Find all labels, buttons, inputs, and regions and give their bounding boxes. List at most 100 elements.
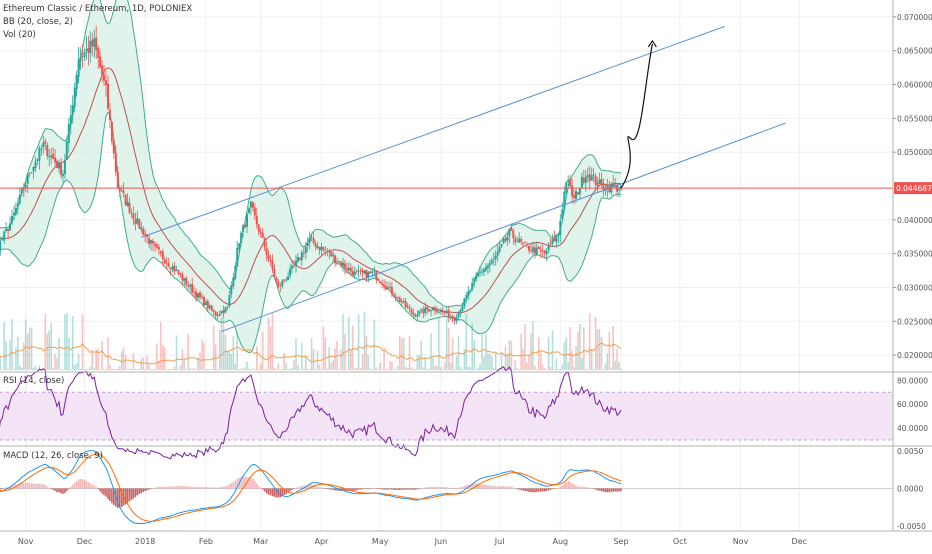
volume-bar	[418, 355, 421, 370]
macd-indicator-label[interactable]: MACD (12, 26, close, 9)	[3, 451, 103, 461]
projection-curve[interactable]	[620, 43, 653, 189]
candle-body	[469, 289, 472, 292]
macd-histogram-bar	[489, 485, 491, 489]
upper-channel-trendline[interactable]	[141, 25, 725, 238]
volume-bar	[118, 366, 121, 370]
candle-body	[328, 251, 331, 253]
volume-bar	[375, 367, 377, 370]
macd-histogram-bar	[101, 488, 103, 494]
volume-bar	[295, 338, 297, 370]
volume-bar	[483, 356, 485, 370]
current-price-badge[interactable]	[894, 182, 932, 195]
candle-body	[612, 183, 615, 187]
volume-bar	[267, 317, 270, 370]
volume-bar	[130, 369, 133, 370]
volume-bar	[491, 356, 493, 370]
candle-body	[359, 270, 362, 271]
candle-body	[204, 301, 207, 305]
candle-body	[453, 317, 456, 321]
volume-bar	[608, 331, 611, 370]
rsi-indicator-label[interactable]: RSI (14, close)	[3, 376, 64, 386]
volume-bar	[590, 348, 593, 370]
bb-fill	[0, 0, 621, 353]
macd-histogram-bar	[64, 488, 66, 493]
macd-histogram-bar	[436, 486, 438, 489]
volume-bar	[530, 333, 532, 370]
macd-histogram-bar	[598, 488, 601, 491]
candle-body	[175, 269, 178, 271]
candle-body	[199, 292, 201, 298]
macd-histogram-bar	[373, 488, 376, 489]
macd-histogram-bar	[232, 481, 235, 489]
volume-bar	[318, 364, 321, 370]
volume-bar	[163, 347, 166, 370]
symbol-title[interactable]: Ethereum Classic / Ethereum, 1D, POLONIE…	[3, 4, 192, 14]
macd-histogram-bar	[555, 488, 558, 489]
candle-body	[436, 310, 438, 313]
macd-histogram-bar	[261, 488, 264, 490]
lower-channel-trendline[interactable]	[221, 122, 786, 332]
bb-indicator-label[interactable]: BB (20, close, 2)	[3, 17, 73, 27]
macd-histogram-bar	[502, 486, 505, 489]
candle-body	[279, 285, 282, 287]
candle-body	[293, 265, 295, 267]
macd-histogram-bar	[183, 486, 186, 489]
candle-body	[46, 145, 49, 156]
macd-histogram-bar	[397, 488, 399, 490]
macd-histogram-bar	[381, 488, 383, 490]
candle-body	[522, 242, 525, 244]
candle-body	[40, 148, 43, 150]
volume-bar	[479, 363, 481, 370]
macd-histogram-bar	[171, 486, 174, 489]
candle-body	[255, 215, 258, 225]
macd-histogram-bar	[303, 485, 305, 489]
candle-body	[128, 202, 131, 213]
macd-histogram-bar	[344, 488, 346, 491]
candle-body	[422, 309, 425, 314]
volume-bar	[594, 316, 597, 370]
rsi-pane[interactable]	[0, 365, 893, 460]
candle-body	[559, 220, 562, 236]
price-pane[interactable]	[0, 0, 893, 370]
volume-bar	[244, 367, 246, 370]
macd-histogram-bar	[353, 488, 356, 491]
macd-line	[0, 449, 622, 525]
candle-body	[451, 316, 454, 318]
volume-indicator-label[interactable]: Vol (20)	[3, 30, 36, 40]
volume-bar	[416, 355, 419, 370]
macd-histogram-bar	[222, 486, 225, 489]
volume-bar	[158, 361, 160, 370]
candle-body	[238, 243, 241, 249]
volume-bar	[598, 329, 601, 370]
projection-arrowhead	[647, 39, 657, 48]
volume-ma-line	[0, 342, 622, 365]
volume-bar	[545, 369, 548, 370]
candle-body	[124, 194, 127, 205]
volume-bar	[162, 345, 164, 370]
macd-histogram-bar	[459, 487, 462, 489]
candle-body	[116, 172, 119, 188]
candle-body	[494, 255, 497, 259]
volume-bar	[473, 339, 475, 370]
macd-histogram-bar	[393, 488, 395, 490]
candle-body	[9, 223, 11, 231]
volume-bar	[209, 369, 211, 370]
volume-bar	[520, 333, 522, 370]
candle-body	[563, 191, 566, 210]
volume-bar	[585, 369, 587, 370]
candle-body	[185, 278, 188, 285]
macd-pane[interactable]	[0, 449, 893, 525]
volume-bar	[128, 368, 131, 370]
macd-histogram-bar	[130, 488, 133, 500]
candle-body	[457, 311, 460, 318]
volume-bar	[46, 333, 49, 370]
volume-bar	[154, 369, 156, 370]
candle-body	[108, 109, 111, 121]
candle-body	[36, 159, 39, 161]
macd-histogram-bar	[606, 488, 609, 492]
macd-histogram-bar	[254, 480, 256, 489]
macd-histogram-bar	[406, 488, 409, 490]
volume-bar	[612, 326, 614, 370]
candle-body	[226, 306, 229, 308]
